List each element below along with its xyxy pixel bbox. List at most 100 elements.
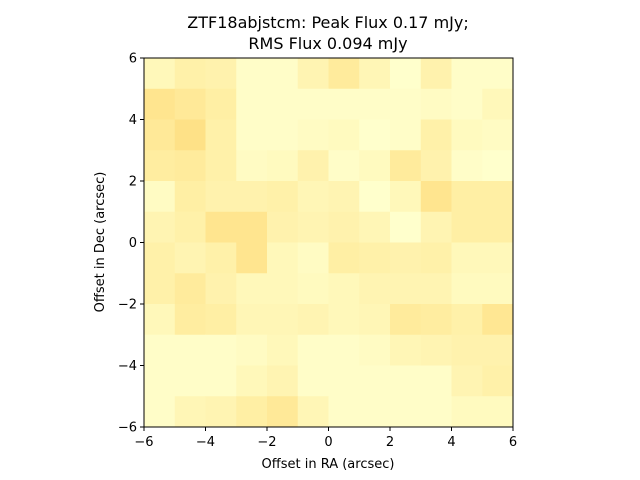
heatmap-cell <box>482 334 514 366</box>
heatmap-cell <box>451 150 483 182</box>
heatmap-cell <box>236 304 268 336</box>
heatmap-cell <box>174 304 206 336</box>
heatmap-cell <box>267 304 299 336</box>
heatmap-cell <box>359 150 391 182</box>
heatmap-cell <box>205 365 237 397</box>
x-tick-label: 4 <box>447 435 455 450</box>
heatmap-cell <box>390 242 422 274</box>
heatmap-cell <box>144 88 176 120</box>
heatmap-cell <box>328 242 360 274</box>
heatmap-cell <box>390 396 422 428</box>
heatmap-cell <box>144 119 176 151</box>
heatmap-cell <box>482 119 514 151</box>
heatmap-cell <box>205 334 237 366</box>
x-tick-label: −6 <box>134 435 153 450</box>
heatmap-cell <box>328 119 360 151</box>
heatmap-cell <box>451 88 483 120</box>
heatmap-cell <box>328 396 360 428</box>
heatmap-cell <box>297 181 329 213</box>
heatmap-cell <box>451 242 483 274</box>
y-tick-label: 0 <box>129 236 137 251</box>
heatmap-cell <box>267 334 299 366</box>
heatmap-cell <box>420 150 452 182</box>
heatmap-cell <box>236 273 268 305</box>
heatmap-cell <box>359 119 391 151</box>
heatmap-cell <box>390 273 422 305</box>
y-axis-label: Offset in Dec (arcsec) <box>93 172 108 313</box>
y-tick-label: −4 <box>118 359 137 374</box>
heatmap-cell <box>390 119 422 151</box>
heatmap-cell <box>236 88 268 120</box>
y-axis-ticks: −6 −4 −2 0 2 4 6 <box>118 52 144 436</box>
heatmap-cell <box>297 365 329 397</box>
heatmap-cell <box>144 150 176 182</box>
heatmap-cell <box>236 334 268 366</box>
heatmap-cell <box>205 304 237 336</box>
heatmap-cell <box>451 365 483 397</box>
heatmap-cell <box>174 242 206 274</box>
heatmap-cell <box>174 181 206 213</box>
heatmap-cell <box>174 88 206 120</box>
heatmap-cell <box>267 242 299 274</box>
heatmap-cell <box>482 58 514 90</box>
heatmap-cell <box>236 242 268 274</box>
heatmap-cell <box>359 304 391 336</box>
heatmap-cell <box>328 58 360 90</box>
heatmap-cell <box>174 211 206 243</box>
heatmap-cell <box>144 365 176 397</box>
heatmap-cell <box>267 365 299 397</box>
heatmap-cell <box>174 150 206 182</box>
heatmap-cell <box>420 181 452 213</box>
heatmap-cell <box>482 181 514 213</box>
heatmap-cell <box>297 242 329 274</box>
heatmap-cell <box>144 242 176 274</box>
heatmap-cell <box>144 273 176 305</box>
heatmap-cell <box>390 58 422 90</box>
heatmap-cell <box>420 273 452 305</box>
y-tick-label: 4 <box>129 113 137 128</box>
heatmap-cell <box>451 334 483 366</box>
heatmap-cell <box>236 150 268 182</box>
heatmap-cell <box>359 242 391 274</box>
heatmap-cell <box>297 58 329 90</box>
chart-title-line-1: ZTF18abjstcm: Peak Flux 0.17 mJy; <box>187 13 468 32</box>
heatmap-cell <box>390 334 422 366</box>
y-tick-label: −2 <box>118 298 137 313</box>
chart-title-line-2: RMS Flux 0.094 mJy <box>248 34 407 53</box>
heatmap-cell <box>328 150 360 182</box>
y-tick-label: 6 <box>129 52 137 67</box>
heatmap-cell <box>205 88 237 120</box>
heatmap-cell <box>359 181 391 213</box>
x-tick-label: 2 <box>386 435 394 450</box>
heatmap-cell <box>359 58 391 90</box>
heatmap-cell <box>420 396 452 428</box>
heatmap-cell <box>482 88 514 120</box>
heatmap-cell <box>390 181 422 213</box>
heatmap-cell <box>144 304 176 336</box>
x-axis-ticks: −6 −4 −2 0 2 4 6 <box>134 427 517 450</box>
heatmap-cell <box>297 334 329 366</box>
heatmap-cell <box>482 211 514 243</box>
heatmap-cell <box>420 242 452 274</box>
heatmap-cell <box>359 273 391 305</box>
heatmap-cell <box>174 365 206 397</box>
heatmap-cell <box>205 119 237 151</box>
heatmap-cell <box>236 396 268 428</box>
heatmap-cell <box>390 211 422 243</box>
heatmap-cell <box>359 365 391 397</box>
heatmap-cell <box>267 273 299 305</box>
x-axis-label: Offset in RA (arcsec) <box>262 457 395 472</box>
heatmap-cell <box>482 304 514 336</box>
heatmap-cell <box>297 150 329 182</box>
heatmap-cell <box>482 396 514 428</box>
heatmap-cell <box>451 396 483 428</box>
heatmap-cell <box>297 304 329 336</box>
heatmap-cell <box>144 396 176 428</box>
heatmap-cell <box>420 88 452 120</box>
heatmap-cell <box>390 150 422 182</box>
heatmap-cell <box>390 88 422 120</box>
heatmap-cell <box>205 242 237 274</box>
heatmap-cells <box>144 58 514 428</box>
heatmap-cell <box>174 334 206 366</box>
heatmap-cell <box>328 365 360 397</box>
